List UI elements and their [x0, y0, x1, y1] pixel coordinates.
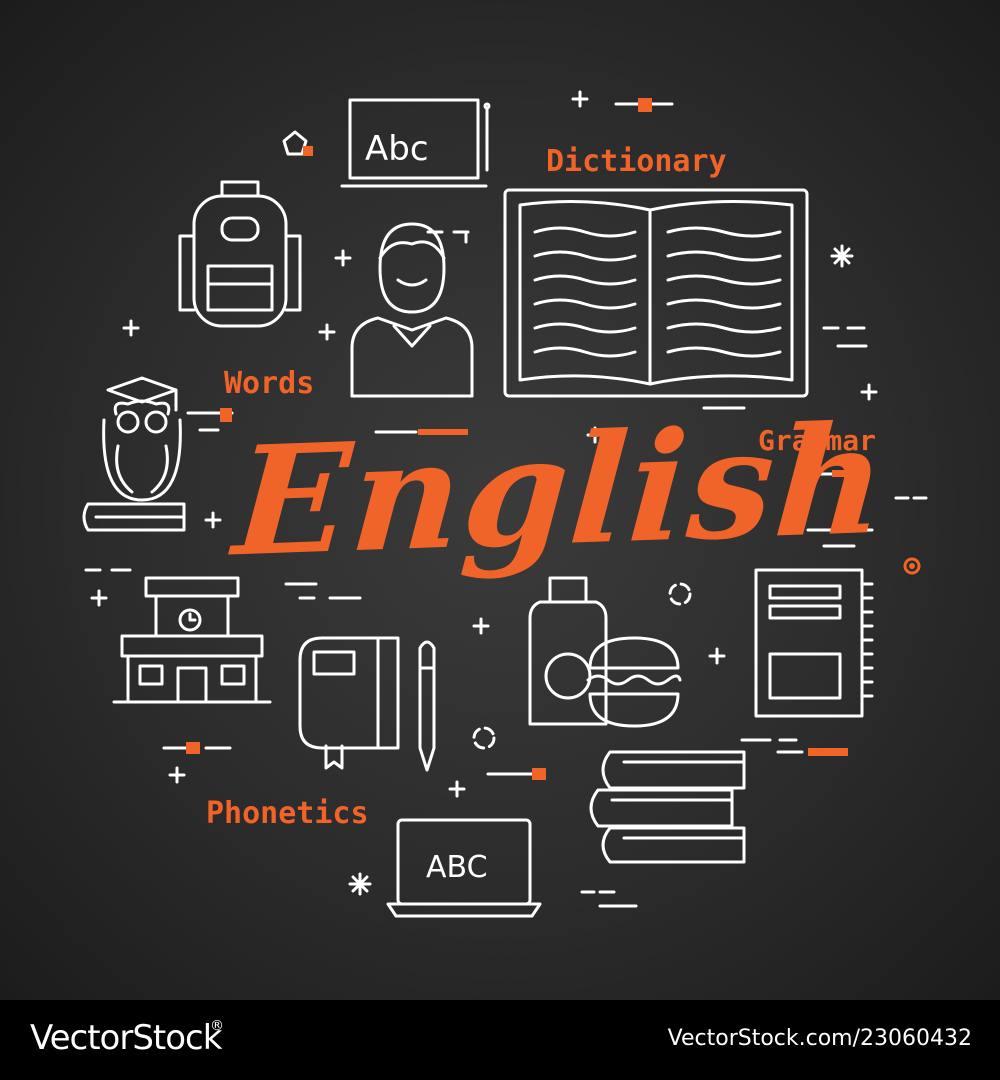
label-phonetics: Phonetics [206, 796, 369, 831]
label-words: Words [224, 366, 315, 401]
spiral-notebook-icon [754, 568, 874, 718]
label-dictionary: Dictionary [546, 144, 727, 179]
open-book-icon [503, 188, 809, 398]
laptop-screen-text: ABC [426, 850, 488, 885]
sparkle-decorations [90, 90, 921, 896]
laptop-icon: ABC [386, 818, 542, 918]
notebook-icon [298, 636, 400, 770]
student-icon [350, 222, 474, 398]
chalkboard-icon: Abc [340, 98, 491, 188]
owl-icon [82, 376, 186, 532]
backpack-icon [178, 180, 302, 328]
stock-url: VectorStock.com/23060432 [667, 1026, 972, 1051]
dash-decorations [84, 98, 928, 908]
lunch-icon [528, 576, 682, 728]
brand-logo-text: VectorStock [30, 1018, 222, 1058]
pentagon-icon [282, 130, 313, 156]
school-building-icon [112, 576, 272, 704]
chalkboard-background: Abc [0, 0, 1000, 1000]
chalkboard-text: Abc [365, 129, 429, 169]
footer-bar: VectorStock ® VectorStock.com/23060432 [0, 1000, 1000, 1080]
pen-icon [418, 640, 436, 772]
label-grammar: Grammar [758, 424, 877, 457]
main-title: English [229, 391, 894, 591]
book-stack-icon [589, 750, 746, 864]
brand-registered-mark: ® [210, 1018, 224, 1034]
illustration: Abc [82, 90, 928, 918]
